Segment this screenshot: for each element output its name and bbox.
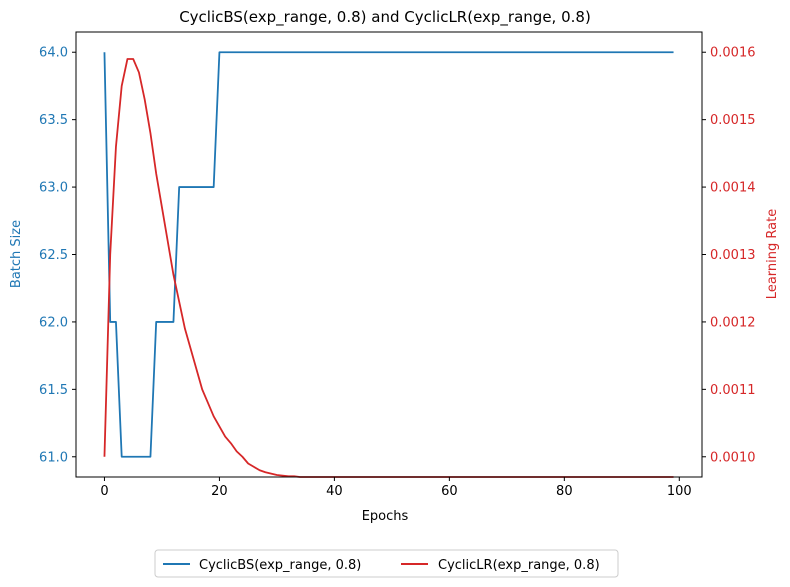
x-tick-label: 60 (441, 484, 458, 499)
y-right-tick-label: 0.0010 (710, 450, 756, 465)
x-tick-label: 20 (211, 484, 228, 499)
legend-box (154, 549, 619, 578)
x-tick-label: 40 (326, 484, 343, 499)
legend: CyclicBS(exp_range, 0.8) CyclicLR(exp_ra… (154, 549, 619, 578)
legend-label-learning-rate: CyclicLR(exp_range, 0.8) (438, 558, 600, 573)
y-left-tick-label: 62.5 (39, 248, 68, 263)
y-right-tick-label: 0.0014 (710, 181, 756, 196)
y-right-tick-label: 0.0015 (710, 113, 756, 128)
chart-title: CyclicBS(exp_range, 0.8) and CyclicLR(ex… (179, 8, 591, 27)
y-left-tick-label: 61.5 (39, 383, 68, 398)
x-tick-label: 100 (667, 484, 692, 499)
y-left-tick-label: 63.0 (39, 181, 68, 196)
y-right-axis-label: Learning Rate (765, 209, 780, 299)
y-right-axis-ticks: 0.0010 0.0011 0.0012 0.0013 0.0014 0.0015 0.00… (702, 46, 756, 465)
series-line-batch-size (103, 51, 674, 458)
y-left-tick-label: 61.0 (39, 450, 68, 465)
y-left-tick-label: 63.5 (39, 113, 68, 128)
y-left-axis-ticks: 61.0 61.5 62.0 62.5 63.0 63.5 64.0 (39, 46, 76, 465)
y-right-tick-label: 0.0012 (710, 315, 756, 330)
y-left-tick-label: 64.0 (39, 46, 68, 61)
y-left-tick-label: 62.0 (39, 315, 68, 330)
x-tick-label: 80 (556, 484, 573, 499)
y-left-axis-label: Batch Size (9, 220, 24, 288)
legend-label-batch-size: CyclicBS(exp_range, 0.8) (199, 558, 361, 573)
y-right-tick-label: 0.0011 (710, 383, 756, 398)
x-axis-label: Epochs (362, 509, 409, 524)
x-tick-label: 0 (100, 484, 108, 499)
y-right-tick-label: 0.0013 (710, 248, 756, 263)
y-right-tick-label: 0.0016 (710, 46, 756, 61)
x-axis-ticks: 0 20 40 60 80 100 (100, 477, 692, 499)
